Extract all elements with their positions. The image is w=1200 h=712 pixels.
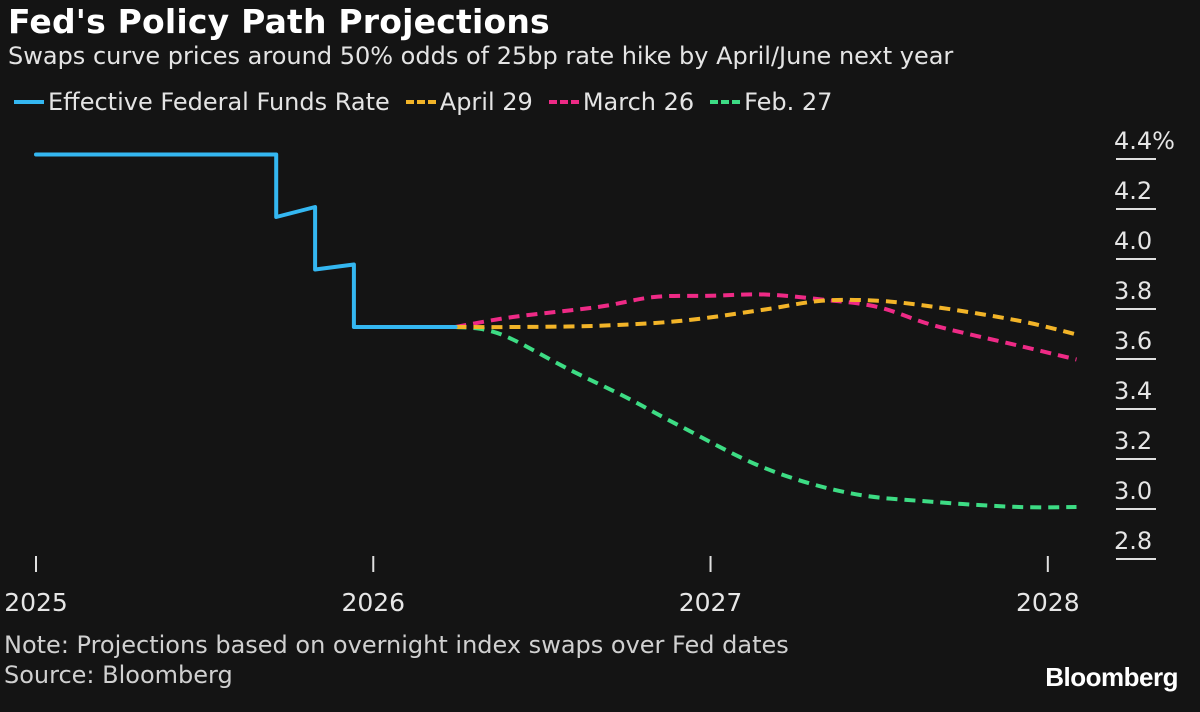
series-line-feb-27 (455, 325, 1077, 510)
x-tick-label-0: 2025 (4, 588, 68, 617)
footnote: Note: Projections based on overnight ind… (4, 630, 789, 690)
y-tick-label-3: 3.8 (1114, 277, 1152, 305)
y-tick-label-1: 4.2 (1114, 177, 1152, 205)
y-tick-label-2: 4.0 (1114, 227, 1152, 255)
legend-label-march-26: March 26 (582, 88, 695, 116)
series-line-april-29 (455, 297, 1077, 337)
legend-swatch-march-26 (548, 100, 579, 104)
chart-title: Fed's Policy Path Projections (8, 2, 550, 41)
y-tick-label-4: 3.6 (1114, 327, 1152, 355)
legend-item-april-29: April 29 (405, 88, 533, 116)
y-tick-label-7: 3.0 (1114, 477, 1152, 505)
legend-swatch-effr (14, 100, 44, 104)
note-text: Note: Projections based on overnight ind… (4, 631, 789, 659)
x-tick-label-3: 2028 (1016, 588, 1080, 617)
source-text: Source: Bloomberg (4, 661, 233, 689)
y-tick-label-8: 2.8 (1114, 527, 1152, 555)
legend-swatch-feb-27 (710, 100, 741, 104)
legend-label-april-29: April 29 (439, 88, 533, 116)
x-tick-label-2: 2027 (679, 588, 743, 617)
legend-item-effr: Effective Federal Funds Rate (14, 88, 390, 116)
legend-label-effr: Effective Federal Funds Rate (48, 88, 390, 116)
series-line-effective-federal-funds-rate (34, 152, 458, 329)
y-tick-label-0: 4.4% (1114, 127, 1175, 155)
legend-label-feb-27: Feb. 27 (744, 88, 833, 116)
y-tick-label-5: 3.4 (1114, 377, 1152, 405)
y-tick-label-6: 3.2 (1114, 427, 1152, 455)
legend-swatch-april-29 (405, 100, 436, 104)
series-line-march-26 (455, 292, 1077, 362)
x-axis: 2025 2026 2027 2028 (4, 556, 1080, 617)
series-lines (34, 152, 1077, 510)
legend-item-march-26: March 26 (548, 88, 695, 116)
chart-subtitle: Swaps curve prices around 50% odds of 25… (8, 42, 954, 70)
y-axis: 4.4% 4.2 4.0 3.8 3.6 3.4 3.2 3.0 2.8 (1114, 127, 1175, 560)
legend: Effective Federal Funds Rate April 29 Ma… (14, 88, 848, 116)
bloomberg-logo: Bloomberg (1045, 662, 1178, 692)
x-tick-label-1: 2026 (341, 588, 405, 617)
legend-item-feb-27: Feb. 27 (710, 88, 832, 116)
